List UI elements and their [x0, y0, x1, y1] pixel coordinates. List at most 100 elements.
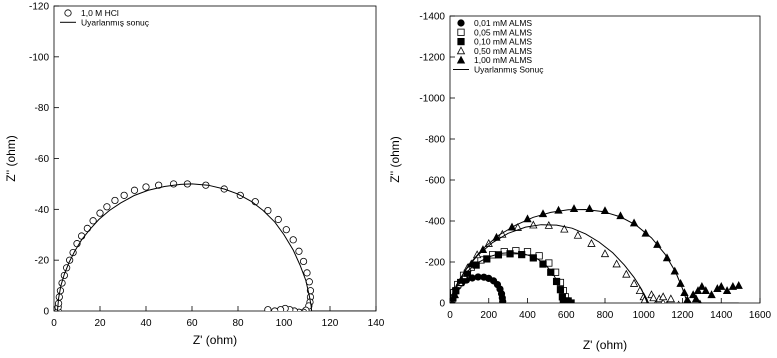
x-tick-label: 20 [94, 318, 106, 329]
data-point [271, 307, 279, 311]
chart-left: 0 20 40 60 80 100 120 140 -120 -100 -80 -60 -40 -20 0 Z… [4, 2, 385, 348]
data-point [569, 204, 579, 213]
data-point [707, 290, 716, 299]
data-point [665, 300, 669, 303]
x-tick-label: 0 [51, 318, 57, 329]
y-tick-label: -80 [35, 103, 50, 114]
legend-label: 1,00 mM ALMS [474, 55, 532, 65]
x-axis-title: Z' (ohm) [583, 338, 627, 352]
data-point [483, 255, 491, 263]
x-tick-label: 100 [276, 318, 293, 329]
legend-label: 0,05 mM ALMS [474, 27, 532, 37]
series-1 [56, 183, 376, 311]
data-point [734, 281, 743, 289]
x-tick-label: 600 [558, 310, 575, 321]
y-tick-label: -600 [425, 176, 445, 187]
y-tick-label: -200 [425, 258, 445, 269]
data-point [303, 269, 311, 277]
data-point [629, 278, 639, 287]
data-point [529, 220, 538, 229]
data-point [120, 191, 128, 199]
data-point [111, 196, 119, 205]
data-point [701, 286, 710, 295]
plot-data [450, 204, 743, 312]
legend-label: Uyarlanmış sonuç [81, 17, 150, 27]
data-point [688, 290, 698, 299]
data-point [295, 247, 303, 255]
data-point [299, 257, 308, 266]
data-point [666, 294, 676, 303]
data-point [722, 286, 732, 295]
data-point [500, 305, 506, 311]
data-point [560, 224, 569, 233]
fit-line [56, 183, 376, 311]
data-point [622, 269, 631, 278]
data-point [693, 286, 703, 295]
x-tick-label: 800 [597, 310, 614, 321]
series-5 [450, 209, 739, 303]
data-point [282, 226, 290, 234]
x-tick-label: 120 [322, 318, 339, 329]
y-tick-label: -40 [35, 205, 50, 216]
data-point [587, 238, 596, 247]
data-point [677, 300, 680, 303]
y-tick-label: -100 [29, 52, 49, 63]
data-point [539, 260, 547, 268]
fit-line [452, 209, 739, 303]
data-point [518, 251, 526, 259]
data-point [728, 282, 738, 290]
chart-right: 0 200 400 600 800 1000 1200 1400 1600 -1400 -1200 -… [388, 12, 772, 353]
y-tick-label: -800 [425, 135, 445, 146]
data-point [691, 294, 701, 303]
y-tick-label: -120 [29, 2, 49, 13]
legend-marker [457, 38, 465, 46]
y-tick-label: -1400 [419, 12, 445, 23]
data-point [506, 250, 514, 258]
data-point [170, 180, 178, 188]
legend-marker [457, 19, 465, 27]
x-tick-label: 1600 [749, 310, 772, 321]
data-point [647, 302, 648, 303]
data-point [274, 215, 282, 224]
x-tick-label: 60 [186, 318, 198, 329]
fit-line [450, 252, 564, 303]
data-point [264, 306, 272, 311]
plot-frame [53, 5, 377, 312]
y-axis-title: Z'' (ohm) [388, 136, 402, 183]
data-point [600, 249, 610, 258]
data-point [96, 209, 104, 217]
data-point [89, 217, 97, 225]
data-point [264, 207, 272, 215]
series-0 [54, 180, 315, 311]
data-point [660, 298, 666, 303]
y-tick-label: -1200 [419, 53, 445, 64]
x-tick-label: 80 [232, 318, 244, 329]
data-point [698, 299, 702, 303]
x-tick-label: 40 [140, 318, 152, 329]
legend-marker [457, 28, 465, 36]
data-point [616, 211, 625, 220]
data-point [554, 205, 563, 214]
y-tick-label: -1000 [419, 94, 445, 105]
data-point [656, 305, 663, 312]
data-point [289, 236, 297, 244]
plot-data [54, 180, 376, 311]
x-tick-label: 1200 [671, 310, 694, 321]
data-point [552, 277, 561, 286]
legend-label: 1,0 M HCl [81, 8, 119, 18]
data-point [567, 299, 575, 303]
data-point [658, 292, 668, 301]
legend-marker [64, 9, 72, 17]
series-3 [450, 220, 680, 312]
y-tick-label: 0 [43, 307, 49, 318]
data-point [103, 203, 111, 211]
data-point [130, 186, 139, 194]
legend-marker [456, 46, 466, 55]
legend-label: 0,10 mM ALMS [474, 37, 532, 47]
x-tick-label: 0 [447, 310, 453, 321]
fit-line [451, 224, 648, 303]
legend-label: 0,50 mM ALMS [474, 46, 532, 56]
